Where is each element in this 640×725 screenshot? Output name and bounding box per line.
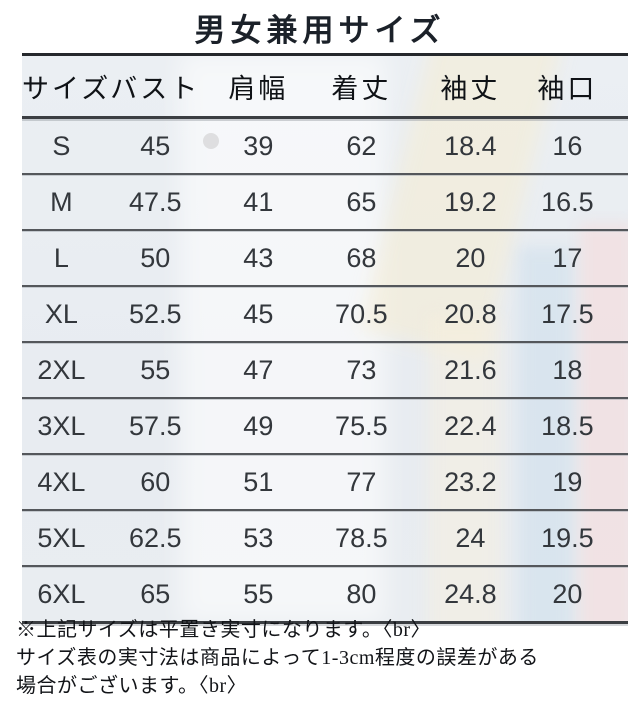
measurement-value: 75.5 [335, 410, 388, 441]
table-row: 3XL 57.5 49 75.5 22.4 18.5 [22, 399, 628, 455]
note-line: サイズ表の実寸法は商品によって1-3cm程度の誤差がある [16, 647, 539, 669]
measurement-value: 78.5 [335, 522, 388, 553]
measurement-value: 50 [140, 242, 171, 273]
measurement-value: 41 [243, 186, 274, 217]
table-row: 4XL 60 51 77 23.2 19 [22, 455, 628, 511]
product-photo-background [22, 53, 628, 624]
measurement-value: 47 [243, 354, 274, 385]
cream-shirt-shape [428, 315, 501, 624]
measurement-value: 53 [243, 522, 274, 553]
measurement-value: 49 [243, 410, 274, 441]
column-header-sleeve: 袖丈 [440, 73, 501, 104]
table-rows: S 45 39 62 18.4 16 M 47.5 41 65 19.2 16.5 L 50 43 68 20 1… [22, 119, 628, 624]
table-row: 6XL 65 55 80 24.8 20 [22, 567, 628, 624]
measurement-value: 57.5 [129, 410, 182, 441]
measurement-value: 20 [455, 242, 486, 273]
table-row: 5XL 62.5 53 78.5 24 19.5 [22, 511, 628, 567]
measurement-value: 16.5 [541, 186, 594, 217]
measurement-value: 70.5 [335, 298, 388, 329]
measurement-value: 24.8 [444, 578, 497, 609]
size-label: S [52, 130, 71, 161]
shirt-button-detail [203, 133, 219, 149]
table-header-row: サイズ バスト 肩幅 着丈 袖丈 袖口 [22, 53, 628, 119]
measurement-value: 19.2 [444, 186, 497, 217]
measurement-value: 17 [552, 242, 583, 273]
measurement-value: 65 [140, 578, 171, 609]
table-row: XL 52.5 45 70.5 20.8 17.5 [22, 287, 628, 343]
measurement-value: 62 [346, 130, 377, 161]
size-label: XL [44, 298, 78, 329]
column-header-length: 着丈 [331, 73, 392, 104]
size-label: L [53, 242, 69, 273]
measurement-value: 77 [346, 466, 377, 497]
table-row: M 47.5 41 65 19.2 16.5 [22, 175, 628, 231]
measurement-value: 55 [243, 578, 274, 609]
measurement-value: 39 [243, 130, 274, 161]
size-label: 5XL [37, 522, 86, 553]
table-row: L 50 43 68 20 17 [22, 231, 628, 287]
measurement-value: 20 [552, 578, 583, 609]
measurement-value: 43 [243, 242, 274, 273]
measurement-value: 23.2 [444, 466, 497, 497]
column-header-bust: バスト [110, 73, 201, 104]
size-label: 3XL [37, 410, 86, 441]
measurement-value: 21.6 [444, 354, 497, 385]
measurement-value: 45 [243, 298, 274, 329]
measurement-value: 18.4 [444, 130, 497, 161]
measurement-value: 65 [346, 186, 377, 217]
measurement-value: 55 [140, 354, 171, 385]
pink-shirt-shape [579, 224, 628, 624]
measurement-value: 19.5 [541, 522, 594, 553]
table-row: 2XL 55 47 73 21.6 18 [22, 343, 628, 399]
measurement-value: 80 [346, 578, 377, 609]
measurement-value: 51 [243, 466, 274, 497]
measurement-value: 20.8 [444, 298, 497, 329]
size-label: M [50, 186, 73, 217]
measurement-value: 18.5 [541, 410, 594, 441]
size-label: 4XL [37, 466, 86, 497]
measurement-value: 19 [552, 466, 583, 497]
measurement-value: 22.4 [444, 410, 497, 441]
note-line: ※上記サイズは平置き実寸になります。〈br〉 [16, 619, 432, 641]
measurement-value: 62.5 [129, 522, 182, 553]
measurement-value: 73 [346, 354, 377, 385]
size-label: 2XL [37, 354, 86, 385]
note-line: 場合がございます。〈br〉 [16, 675, 248, 697]
measurement-value: 45 [140, 130, 171, 161]
measurement-value: 47.5 [129, 186, 182, 217]
measurement-value: 18 [552, 354, 583, 385]
measurement-value: 60 [140, 466, 171, 497]
column-header-cuff: 袖口 [537, 73, 598, 104]
column-header-shoulder: 肩幅 [228, 73, 289, 104]
measurement-value: 17.5 [541, 298, 594, 329]
size-notes: ※上記サイズは平置き実寸になります。〈br〉 サイズ表の実寸法は商品によって1-… [16, 616, 622, 700]
size-chart-table: サイズ バスト 肩幅 着丈 袖丈 袖口 S 45 39 62 18.4 16 M 47.5 41… [22, 53, 628, 624]
measurement-value: 24 [455, 522, 486, 553]
measurement-value: 16 [552, 130, 583, 161]
table-row: S 45 39 62 18.4 16 [22, 119, 628, 175]
size-label: 6XL [37, 578, 86, 609]
column-header-size: サイズ [22, 73, 112, 104]
blue-shirt-shape [518, 247, 574, 624]
page-title: 男女兼用サイズ [194, 13, 446, 48]
measurement-value: 68 [346, 242, 377, 273]
measurement-value: 52.5 [129, 298, 182, 329]
